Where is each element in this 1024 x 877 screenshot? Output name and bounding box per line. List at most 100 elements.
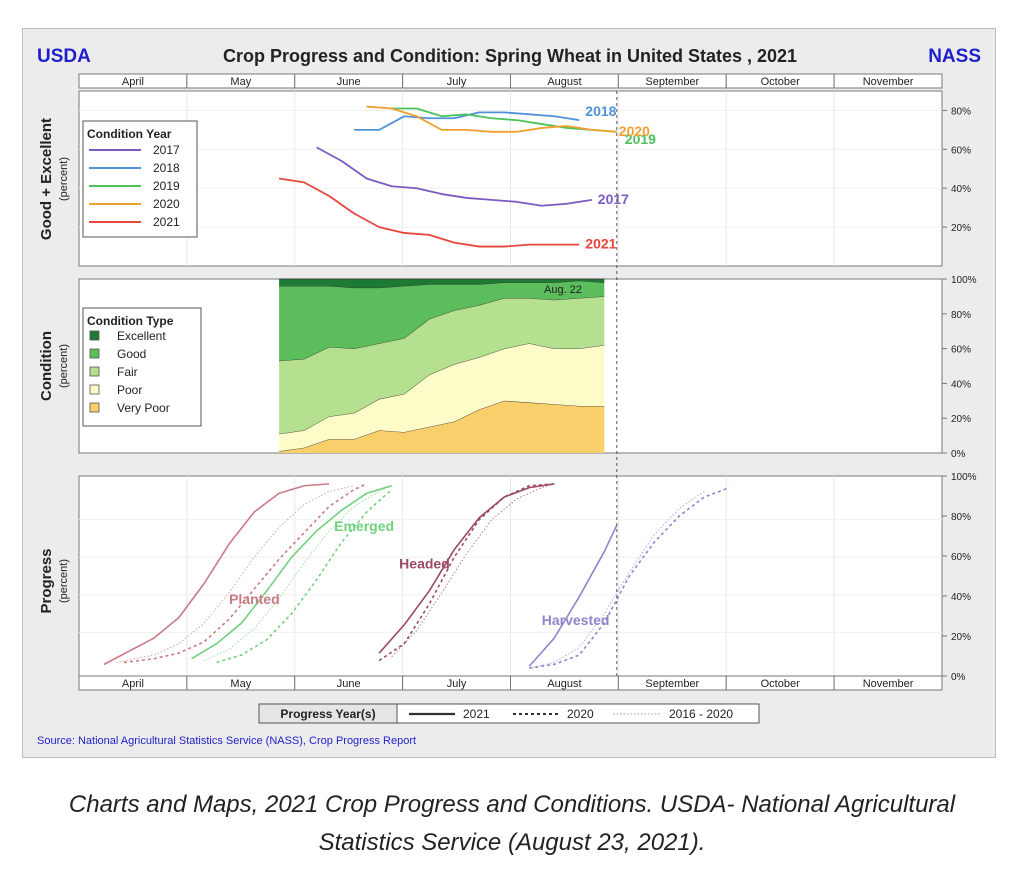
legend-label-2019: 2019	[153, 179, 180, 193]
progress-line-harvested-2016-2020	[529, 490, 705, 669]
figure-caption: Charts and Maps, 2021 Crop Progress and …	[0, 786, 1024, 862]
legend-label-good: Good	[117, 347, 146, 361]
condition-type-legend-box	[82, 307, 202, 427]
series-end-label-2021: 2021	[585, 236, 616, 252]
condition-panel: 0% 20% 40% 60% 80% 100% Condition (percent) A…	[38, 275, 977, 460]
panel1-ylabel: Good + Excellent	[38, 118, 55, 240]
stage-label-headed: Headed	[399, 555, 450, 571]
legend-swatch-poor	[89, 384, 100, 395]
ytick-label: 100%	[951, 472, 977, 483]
series-end-label-2019: 2019	[625, 131, 656, 147]
legend-label-fair: Fair	[117, 365, 138, 379]
progress-year-legend-title-box	[258, 703, 398, 724]
series-end-label-2020: 2020	[619, 123, 650, 139]
month-axis-top: April May June July August September October No…	[78, 73, 943, 89]
area-excellent	[279, 279, 605, 288]
series-end-label-2017: 2017	[598, 191, 629, 207]
progress-panel: 0% 20% 40% 60% 80% 100% Progress (percent) Pl…	[38, 472, 977, 683]
legend-label-2021: 2021	[463, 707, 490, 721]
month-label-may: May	[230, 678, 251, 690]
condition-year-legend-title: Condition Year	[87, 127, 172, 141]
month-label-october: October	[761, 678, 800, 690]
progress-line-planted-2020	[123, 483, 367, 664]
legend-swatch-good	[89, 348, 100, 359]
good-excellent-panel: 20%40%60%80% Good + Excellent (percent) …	[38, 90, 971, 267]
progress-line-planted-2021	[103, 483, 330, 666]
progress-year-legend-title: Progress Year(s)	[280, 707, 375, 721]
legend-swatch-fair	[89, 366, 100, 377]
legend-swatch-excellent	[89, 330, 100, 341]
month-label-june: June	[337, 678, 361, 690]
ytick-label: 60%	[951, 145, 971, 156]
month-label-september: September	[645, 678, 699, 690]
series-line-2017	[316, 146, 592, 207]
ytick-label: 40%	[951, 592, 971, 603]
progress-line-headed-2021	[378, 483, 555, 654]
caption-line-1: Charts and Maps, 2021 Crop Progress and …	[68, 791, 956, 818]
ytick-label: 60%	[951, 345, 971, 356]
series-line-2019	[391, 107, 617, 133]
panel3-ylabel: Progress	[38, 548, 55, 613]
month-label-april: April	[122, 76, 144, 88]
panel2-ylabel-unit: (percent)	[58, 344, 70, 388]
ytick-label: 80%	[951, 512, 971, 523]
condition-type-legend: Condition Type Excellent Good Fair Poor Very…	[82, 307, 202, 427]
area-very-poor	[279, 400, 605, 453]
condition-year-legend-box	[82, 120, 198, 238]
progress-line-harvested-2020	[529, 486, 730, 669]
month-label-september: September	[645, 76, 699, 88]
area-fair	[279, 296, 605, 434]
legend-label-poor: Poor	[117, 383, 142, 397]
stage-label-harvested: Harvested	[542, 612, 610, 628]
chart-title: Crop Progress and Condition: Spring Whea…	[223, 46, 797, 66]
area-poor	[279, 343, 605, 452]
ytick-label: 20%	[951, 223, 971, 234]
month-label-november: November	[863, 76, 914, 88]
legend-label-2021: 2021	[153, 215, 180, 229]
series-line-2018	[354, 111, 580, 131]
condition-annotation: Aug. 22	[544, 284, 582, 296]
usda-logo: USDA	[37, 46, 91, 67]
area-good	[279, 280, 605, 361]
nass-logo: NASS	[928, 46, 981, 67]
ytick-label: 20%	[951, 414, 971, 425]
series-line-2021	[278, 177, 580, 248]
progress-line-harvested-2021	[528, 524, 618, 667]
legend-label-2016-2020: 2016 - 2020	[669, 707, 733, 721]
month-cell-november	[833, 675, 943, 691]
month-label-july: July	[447, 678, 467, 690]
panel3-ylabel-unit: (percent)	[58, 559, 70, 603]
stage-label-emerged: Emerged	[334, 518, 394, 534]
ytick-label: 100%	[951, 275, 977, 286]
condition-type-legend-title: Condition Type	[87, 314, 174, 328]
ytick-label: 40%	[951, 379, 971, 390]
panel2-ylabel: Condition	[38, 331, 55, 401]
chart-figure: USDA Crop Progress and Condition: Spring…	[22, 28, 996, 758]
series-end-label-2018: 2018	[585, 103, 616, 119]
stage-label-planted: Planted	[229, 591, 280, 607]
panel1-ylabel-unit: (percent)	[58, 157, 70, 201]
ytick-label: 60%	[951, 552, 971, 563]
ytick-label: 0%	[951, 672, 966, 683]
source-note: Source: National Agricultural Statistics…	[37, 735, 416, 747]
progress-line-emerged-2021	[191, 484, 392, 660]
legend-label-excellent: Excellent	[117, 329, 166, 343]
month-label-october: October	[761, 76, 800, 88]
ytick-label: 20%	[951, 632, 971, 643]
month-label-august: August	[547, 678, 581, 690]
ytick-label: 80%	[951, 106, 971, 117]
ytick-label: 40%	[951, 184, 971, 195]
month-label-april: April	[122, 678, 144, 690]
legend-swatch-very-poor	[89, 402, 100, 413]
month-label-august: August	[547, 76, 581, 88]
progress-year-legend: Progress Year(s) 2021 2020 2016 - 2020	[258, 703, 760, 724]
ytick-label: 80%	[951, 310, 971, 321]
month-label-november: November	[863, 678, 914, 690]
month-label-july: July	[447, 76, 467, 88]
series-line-2020	[366, 105, 617, 133]
legend-label-very-poor: Very Poor	[117, 401, 170, 415]
legend-label-2020: 2020	[153, 197, 180, 211]
legend-label-2017: 2017	[153, 143, 180, 157]
condition-year-legend: Condition Year 2017 2018 2019 2020 2021	[82, 120, 198, 238]
progress-line-headed-2020	[378, 483, 555, 662]
